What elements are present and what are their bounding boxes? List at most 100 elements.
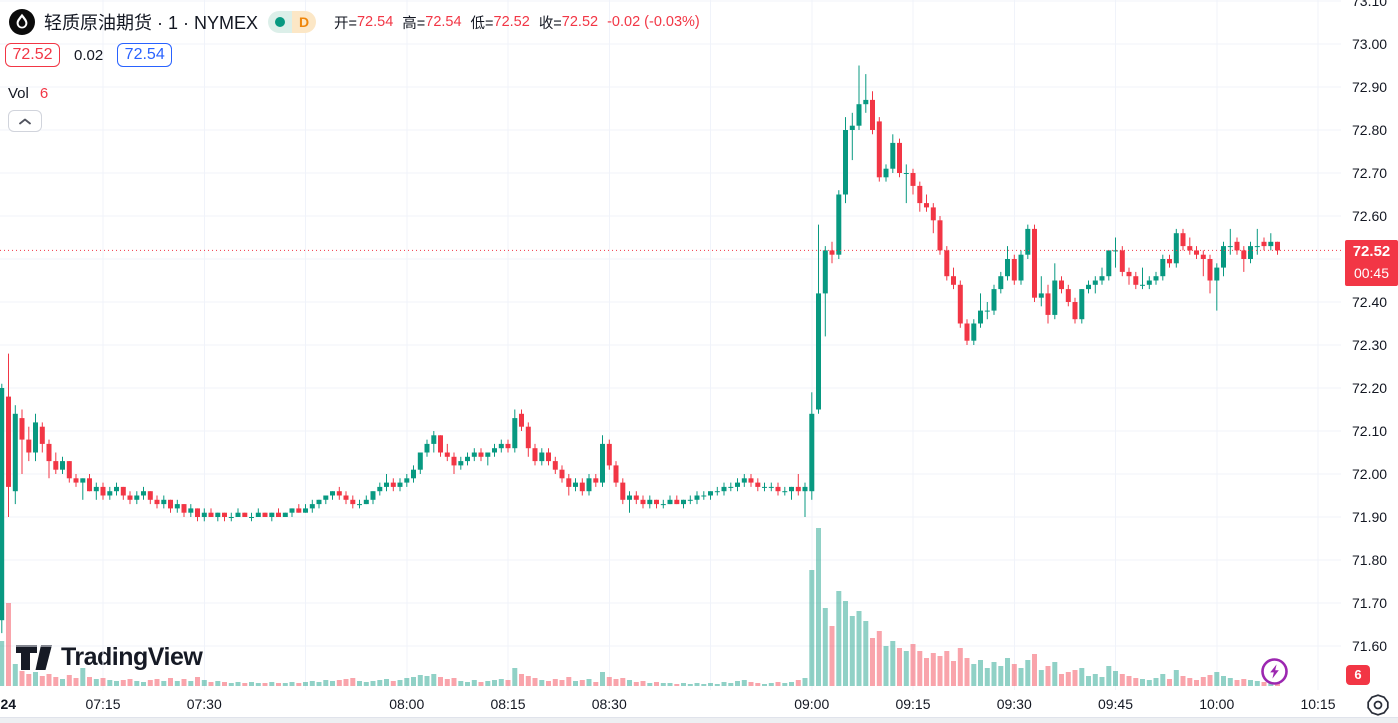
candle [721, 482, 727, 496]
volume-bar [120, 680, 126, 686]
candle [363, 495, 369, 505]
volume-bar [687, 684, 693, 686]
volume-bar [357, 681, 362, 686]
candle [141, 486, 146, 500]
candle-body [80, 478, 86, 483]
candle-body [215, 512, 221, 517]
candle [424, 439, 430, 457]
candle [755, 478, 761, 492]
candle [525, 422, 531, 457]
candle [647, 495, 653, 509]
volume-bar [127, 679, 133, 686]
candle-body [0, 388, 5, 621]
change-value: -0.02 (-0.03%) [607, 14, 700, 30]
candle [26, 426, 32, 462]
spread-value: 0.02 [74, 46, 104, 64]
candle [505, 439, 511, 453]
time-axis[interactable]: 24 07:15 07:30 08:00 08:15 08:30 09:00 09:15 09:… [0, 690, 1398, 723]
candle-body [552, 461, 558, 470]
candle-body [100, 486, 106, 496]
volume-bar [0, 641, 5, 686]
volume-bar [377, 680, 383, 686]
candle-body [478, 452, 484, 457]
buy-price-button[interactable]: 72.54 [117, 43, 173, 67]
candle-body [978, 310, 983, 324]
collapse-legend-button[interactable] [8, 110, 42, 132]
candle [370, 491, 376, 505]
volume-bar [411, 677, 416, 686]
volume-bar [1248, 680, 1253, 686]
volume-bar [1200, 677, 1206, 686]
candle [795, 474, 801, 496]
candle-body [195, 508, 200, 517]
volume-bar [282, 683, 288, 686]
candle [195, 508, 200, 522]
candle [1038, 276, 1044, 307]
candle [384, 474, 389, 492]
volume-bar [438, 677, 443, 686]
candle [890, 134, 896, 173]
candle-body [498, 443, 504, 449]
symbol-title[interactable]: 轻质原油期货 · 1 · NYMEX [44, 13, 259, 33]
price-axis-tick: 72.30 [1352, 337, 1388, 353]
candle-body [424, 443, 430, 453]
volume-bar [404, 678, 410, 686]
candle [242, 512, 248, 517]
volume-bar [80, 668, 86, 686]
volume-bar [674, 684, 680, 686]
candle [681, 499, 686, 509]
volume-bar [714, 684, 720, 686]
volume-bar [755, 683, 761, 686]
volume-bar [87, 677, 92, 686]
candle-body [323, 495, 329, 500]
instant-order-lightning-button[interactable] [1260, 657, 1289, 686]
volume-bar [296, 683, 302, 686]
candle-body [1200, 254, 1206, 259]
volume-bar [471, 680, 477, 686]
volume-label: Vol [8, 85, 29, 102]
market-status-pill[interactable]: D [268, 11, 317, 33]
volume-bar [1133, 678, 1139, 686]
candle-body [1180, 233, 1186, 247]
time-axis-label: 09:15 [895, 696, 931, 712]
candle-body [728, 486, 734, 488]
volume-bar [242, 683, 248, 686]
candle-body [755, 482, 761, 487]
candle [316, 499, 322, 509]
candle-body [19, 418, 25, 440]
volume-bar [215, 681, 221, 686]
candle [127, 491, 133, 505]
sell-price-button[interactable]: 72.52 [5, 43, 60, 67]
price-axis-tick: 73.10 [1352, 0, 1388, 9]
candle-body [208, 512, 214, 517]
volume-bar [762, 684, 767, 686]
candle [222, 512, 227, 522]
open-label: 开= [334, 15, 357, 32]
candle [478, 448, 484, 462]
candle [458, 456, 464, 470]
candle [80, 478, 86, 500]
volume-bar [465, 682, 470, 686]
candle [1173, 228, 1179, 268]
candle-body [39, 426, 45, 444]
volume-bar [323, 680, 329, 686]
candle [660, 499, 666, 509]
candle [208, 508, 214, 517]
volume-bar [856, 611, 862, 686]
price-axis[interactable]: 72.52 00:45 6 73.10 73.00 72.90 72.80 72.70 7… [1341, 0, 1398, 690]
candle [519, 409, 524, 431]
candle [147, 491, 153, 505]
tradingview-watermark-logo[interactable]: TradingView [16, 643, 203, 672]
candle-body [843, 130, 848, 195]
volume-bar [593, 682, 599, 686]
price-chart-canvas[interactable] [0, 0, 1341, 690]
candle [816, 224, 821, 414]
volume-bar [559, 680, 565, 686]
candle [694, 491, 700, 505]
gear-icon[interactable] [1366, 693, 1390, 717]
candle-body [775, 486, 781, 492]
volume-bar [1099, 677, 1105, 686]
candle-body [1173, 233, 1179, 264]
candle [633, 491, 639, 505]
candle-body [1059, 280, 1064, 290]
